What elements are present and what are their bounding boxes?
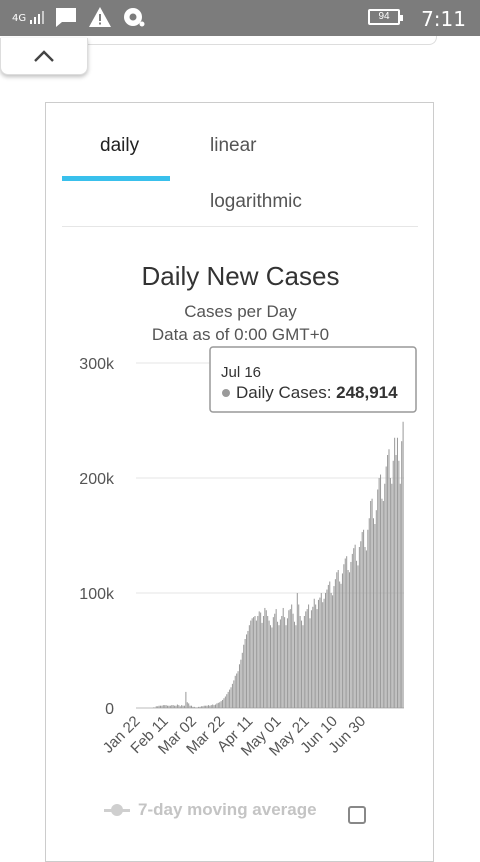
legend-label: 7-day moving average [138, 800, 317, 819]
active-tab-indicator [62, 176, 170, 181]
collapse-button[interactable] [0, 38, 88, 75]
battery-icon: 94 [368, 9, 403, 25]
battery-level: 94 [378, 11, 390, 22]
tab-linear[interactable]: linear [210, 135, 257, 156]
legend-line-icon [104, 803, 130, 817]
moving-average-checkbox[interactable] [348, 806, 366, 824]
network-type: 4G [12, 13, 27, 24]
legend-moving-average[interactable]: 7-day moving average [104, 800, 317, 820]
tab-daily[interactable]: daily [100, 135, 140, 156]
chart-subtitle: Cases per Day [184, 302, 297, 321]
message-icon [56, 8, 77, 27]
tab-logarithmic[interactable]: logarithmic [210, 191, 302, 212]
signal-icon: 4G [12, 10, 45, 24]
chart-title: Daily New Cases [141, 261, 340, 291]
warning-icon [89, 7, 112, 27]
clock: 7:11 [421, 7, 466, 31]
chart-caption: Data as of 0:00 GMT+0 [151, 325, 330, 344]
status-bar: 4G 94 7:11 [0, 0, 480, 36]
sync-icon [124, 8, 145, 27]
tabs-divider [62, 226, 418, 227]
status-icons: 4G [12, 6, 146, 28]
chart-card: daily linear logarithmic Daily New Cases… [45, 102, 434, 862]
chevron-up-icon [34, 50, 54, 62]
